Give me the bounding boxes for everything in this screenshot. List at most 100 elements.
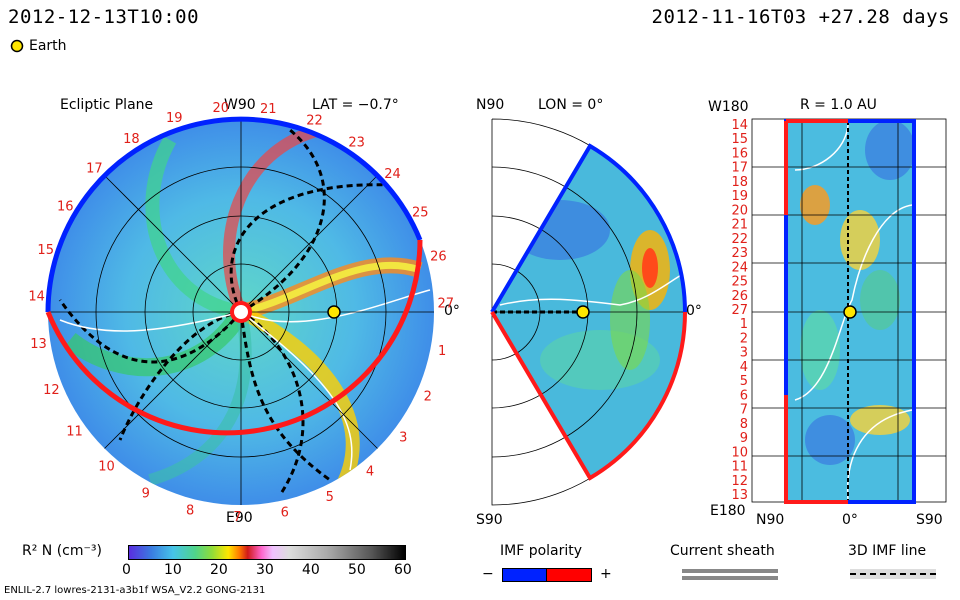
carrington-tick-label: 23 bbox=[348, 136, 365, 151]
sphere-y-tick-label: 16 bbox=[731, 147, 748, 162]
carrington-tick-label: 1 bbox=[438, 344, 446, 359]
imf-polarity-plus: + bbox=[600, 566, 612, 582]
ecliptic-lat-label: LAT = −0.7° bbox=[312, 97, 399, 113]
sphere-y-tick-label: 27 bbox=[731, 303, 748, 318]
meridional-right-label: 0° bbox=[686, 303, 702, 319]
carrington-tick-label: 4 bbox=[366, 464, 374, 479]
colorbar-ticks: 0 10 20 30 40 50 60 bbox=[122, 562, 412, 580]
current-sheath-line-1 bbox=[682, 569, 778, 573]
carrington-tick-label: 16 bbox=[57, 199, 74, 214]
imf-polarity-title: IMF polarity bbox=[500, 543, 583, 559]
sphere-top-left-label: W180 bbox=[708, 99, 749, 115]
earth-legend: Earth bbox=[10, 38, 67, 54]
carrington-tick-label: 5 bbox=[326, 490, 334, 505]
meridional-top-label: N90 bbox=[476, 97, 505, 113]
carrington-tick-label: 9 bbox=[142, 487, 150, 502]
sphere-y-tick-label: 4 bbox=[740, 360, 748, 375]
sphere-y-tick-label: 1 bbox=[740, 317, 748, 332]
sphere-y-tick-label: 7 bbox=[740, 403, 748, 418]
sphere-y-tick-label: 17 bbox=[731, 161, 748, 176]
imf-line-3d-label: 3D IMF line bbox=[848, 543, 927, 559]
carrington-tick-label: 10 bbox=[98, 460, 115, 475]
carrington-tick-label: 19 bbox=[166, 111, 183, 126]
carrington-tick-label: 25 bbox=[412, 206, 429, 221]
sphere-y-tick-label: 3 bbox=[740, 346, 748, 361]
sphere-y-tick-label: 26 bbox=[731, 289, 748, 304]
model-info: ENLIL-2.7 lowres-2131-a3b1f WSA_V2.2 GON… bbox=[4, 585, 266, 596]
earth-legend-label: Earth bbox=[29, 38, 67, 54]
sphere-y-tick-label: 24 bbox=[731, 260, 748, 275]
colorbar-label: R² N (cm⁻³) bbox=[22, 543, 102, 559]
sphere-y-tick-label: 8 bbox=[740, 417, 748, 432]
sphere-y-tick-label: 19 bbox=[731, 189, 748, 204]
sphere-bottom-left-label: E180 bbox=[710, 503, 746, 519]
carrington-tick-label: 15 bbox=[37, 243, 54, 258]
imf-polarity-minus: − bbox=[482, 566, 494, 582]
sphere-y-tick-label: 18 bbox=[731, 175, 748, 190]
carrington-tick-label: 18 bbox=[123, 132, 140, 147]
colorbar-tick: 0 bbox=[122, 562, 131, 578]
positive-polarity-swatch bbox=[546, 568, 592, 582]
carrington-tick-label: 13 bbox=[30, 337, 47, 352]
colorbar-tick: 30 bbox=[256, 562, 274, 578]
ecliptic-bottom-label: E90 bbox=[226, 510, 253, 526]
sphere-y-tick-label: 9 bbox=[740, 431, 748, 446]
colorbar-tick: 10 bbox=[164, 562, 182, 578]
sphere-y-tick-label: 25 bbox=[731, 275, 748, 290]
carrington-tick-label: 2 bbox=[424, 390, 432, 405]
carrington-tick-label: 7 bbox=[233, 510, 241, 525]
sphere-earth-marker bbox=[843, 305, 857, 319]
timestamp-left: 2012-12-13T10:00 bbox=[8, 6, 200, 28]
imf-line-3d-swatch bbox=[850, 569, 936, 579]
sphere-y-tick-label: 6 bbox=[740, 388, 748, 403]
carrington-tick-label: 26 bbox=[430, 250, 447, 265]
carrington-tick-label: 24 bbox=[384, 167, 401, 182]
colorbar-tick: 60 bbox=[394, 562, 412, 578]
density-colorbar bbox=[128, 545, 406, 560]
colorbar-tick: 20 bbox=[210, 562, 228, 578]
ecliptic-title: Ecliptic Plane bbox=[60, 97, 154, 113]
sphere-y-tick-label: 10 bbox=[731, 445, 748, 460]
meridional-bottom-label: S90 bbox=[476, 512, 503, 528]
meridional-earth-marker bbox=[576, 305, 590, 319]
sphere-y-tick-label: 12 bbox=[731, 474, 748, 489]
ecliptic-right-label: 0° bbox=[444, 303, 460, 319]
carrington-tick-label: 21 bbox=[260, 102, 277, 117]
sphere-y-tick-label: 2 bbox=[740, 332, 748, 347]
ecliptic-earth-marker bbox=[327, 305, 341, 319]
sphere-y-tick-label: 21 bbox=[731, 218, 748, 233]
sphere-x-label-0: 0° bbox=[842, 512, 858, 528]
sphere-y-tick-label: 13 bbox=[731, 488, 748, 503]
carrington-tick-label: 12 bbox=[43, 383, 60, 398]
sphere-x-label-n90: N90 bbox=[756, 512, 785, 528]
colorbar-tick: 50 bbox=[348, 562, 366, 578]
carrington-tick-label: 14 bbox=[28, 290, 45, 305]
sphere-y-tick-label: 14 bbox=[731, 118, 748, 133]
meridional-title: LON = 0° bbox=[538, 97, 604, 113]
earth-marker-icon bbox=[10, 39, 24, 53]
colorbar-tick: 40 bbox=[302, 562, 320, 578]
carrington-tick-label: 20 bbox=[213, 101, 230, 116]
sphere-y-tick-label: 11 bbox=[731, 460, 748, 475]
carrington-tick-label: 3 bbox=[399, 430, 407, 445]
timestamp-right: 2012-11-16T03 +27.28 days bbox=[651, 6, 950, 28]
ecliptic-top-label: W90 bbox=[224, 97, 256, 113]
carrington-tick-label: 6 bbox=[281, 505, 289, 520]
negative-polarity-swatch bbox=[502, 568, 548, 582]
current-sheath-line-2 bbox=[682, 576, 778, 580]
carrington-tick-label: 22 bbox=[306, 114, 323, 129]
sphere-y-tick-label: 5 bbox=[740, 374, 748, 389]
current-sheath-label: Current sheath bbox=[670, 543, 775, 559]
sphere-y-tick-label: 22 bbox=[731, 232, 748, 247]
sphere-x-label-s90: S90 bbox=[916, 512, 943, 528]
sphere-y-tick-label: 20 bbox=[731, 203, 748, 218]
carrington-tick-label: 27 bbox=[438, 297, 455, 312]
sphere-y-tick-label: 23 bbox=[731, 246, 748, 261]
carrington-tick-label: 17 bbox=[86, 162, 103, 177]
sphere-title: R = 1.0 AU bbox=[800, 97, 877, 113]
carrington-tick-label: 11 bbox=[66, 425, 83, 440]
sphere-y-tick-label: 15 bbox=[731, 132, 748, 147]
